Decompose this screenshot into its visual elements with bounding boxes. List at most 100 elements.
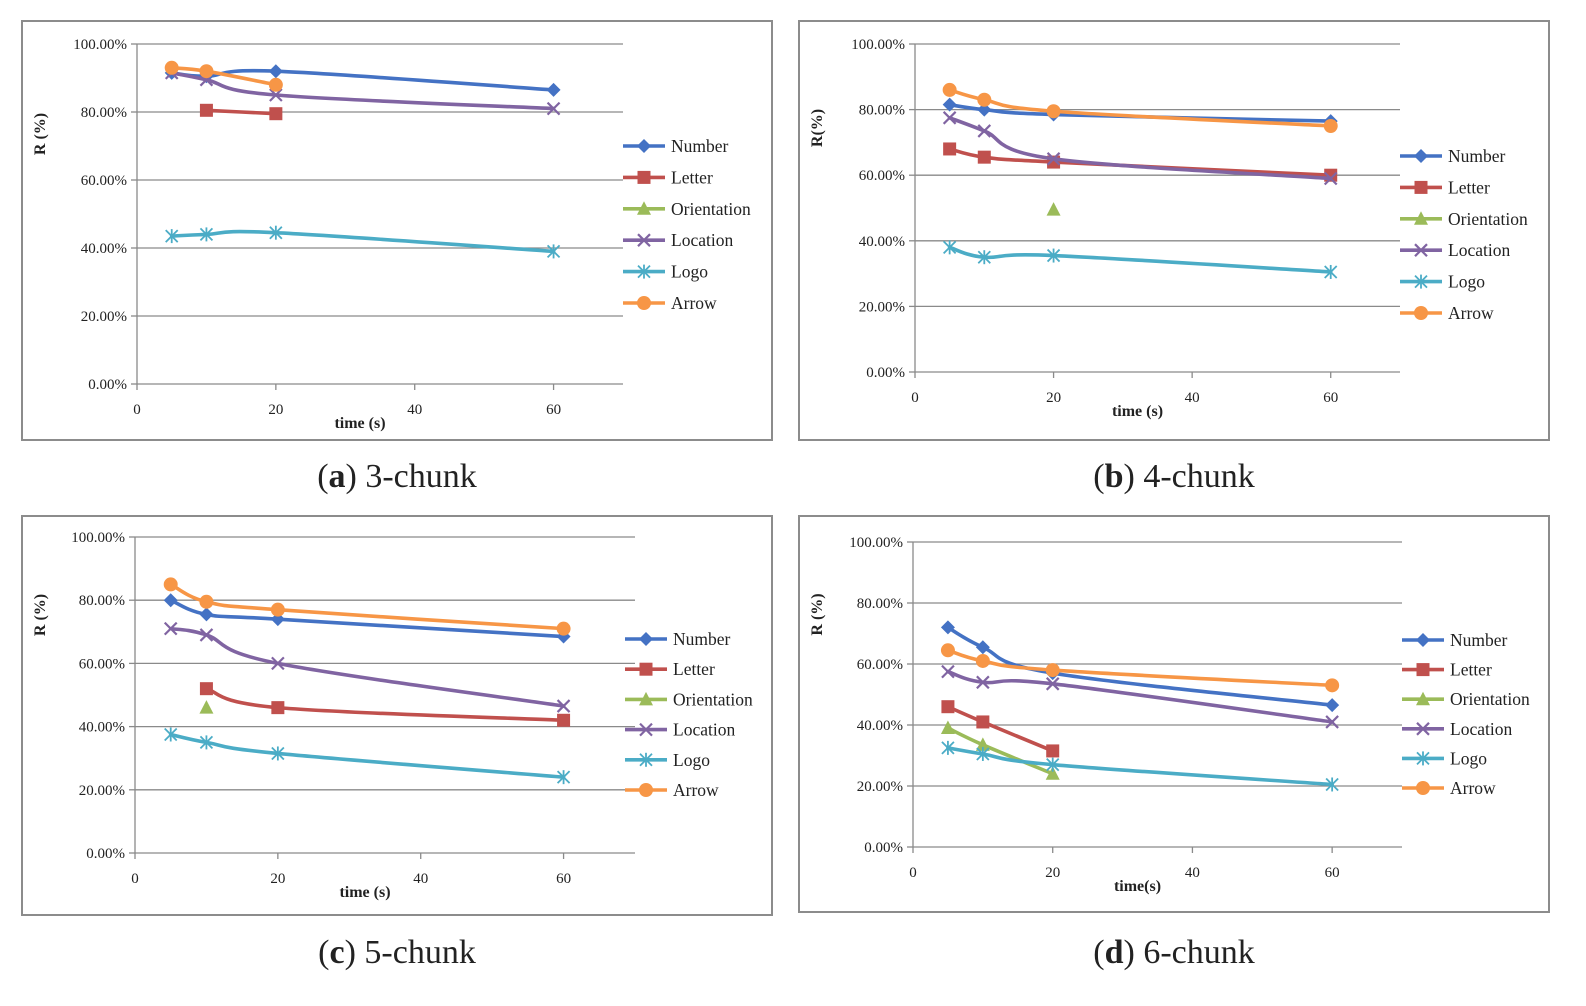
y-tick-label: 60.00% [859, 168, 905, 184]
legend-marker-orientation [1414, 211, 1428, 225]
y-tick-label: 100.00% [849, 535, 903, 551]
caption-label-b: b [1104, 458, 1124, 495]
series-line-arrow [946, 648, 1334, 688]
data-point-number [1325, 698, 1340, 713]
data-point-letter [199, 682, 213, 696]
x-tick-label: 20 [268, 402, 283, 418]
caption-d: (d) 6-chunk [1093, 934, 1255, 971]
y-tick-label: 60.00% [79, 656, 125, 672]
series-line-number [946, 625, 1334, 707]
data-point-orientation [940, 720, 955, 735]
data-point-arrow [1325, 678, 1340, 693]
data-point-orientation [1045, 766, 1060, 780]
data-point-logo [1325, 777, 1339, 792]
data-point-location [1325, 715, 1339, 729]
legend-label-arrow: Arrow [673, 780, 719, 800]
chart-svg-d: 0.00% 20.00% 40.00% 60.00% 80.00% 100.00% 0 20 4… [809, 535, 1530, 895]
series-line-location [169, 71, 556, 111]
data-point-letter [977, 150, 991, 164]
data-point-logo [1046, 757, 1060, 772]
data-point-logo [165, 229, 179, 244]
x-tick-label: 0 [133, 402, 141, 418]
data-point-location [1323, 171, 1338, 186]
legend-label-number: Number [1448, 146, 1506, 166]
x-tick-label: 20 [1046, 390, 1061, 406]
legend-marker-location [1414, 243, 1428, 257]
y-axis-title: R (%) [809, 593, 826, 635]
legend-marker-arrow [639, 783, 653, 797]
legend-marker-location [1416, 722, 1430, 736]
series-line-logo [946, 746, 1334, 787]
legend-label-orientation: Orientation [1448, 209, 1528, 229]
x-axis-title: time (s) [334, 415, 385, 432]
legend-marker-number [1414, 149, 1428, 163]
y-tick-label: 80.00% [81, 105, 127, 121]
y-axis-title: R (%) [32, 594, 49, 636]
caption-text-a: 3-chunk [365, 458, 477, 495]
chart-frame-c: 0.00% 20.00% 40.00% 60.00% 80.00% 100.00% 0 20 4… [21, 515, 773, 916]
x-tick-label: 20 [270, 871, 285, 887]
legend-label-letter: Letter [671, 167, 713, 187]
y-axis-title: R (%) [32, 113, 49, 155]
data-point-logo [546, 244, 561, 259]
caption-a: (a) 3-chunk [317, 458, 477, 495]
series-line-location [168, 626, 566, 708]
y-tick-label: 40.00% [859, 234, 905, 250]
data-point-logo [977, 250, 991, 265]
y-tick-label: 100.00% [851, 37, 905, 53]
legend-marker-logo [1414, 274, 1428, 289]
caption-text-d: 6-chunk [1143, 934, 1255, 971]
series-line-arrow [168, 582, 566, 631]
legend-label-logo: Logo [671, 262, 708, 282]
series-line-location [947, 116, 1333, 181]
x-tick-label: 40 [413, 871, 428, 887]
legend-marker-orientation [1416, 691, 1430, 706]
data-point-arrow [164, 60, 179, 75]
caption-c: (c) 5-chunk [318, 934, 476, 971]
data-point-logo [164, 727, 178, 742]
y-tick-label: 20.00% [81, 309, 127, 325]
legend-marker-orientation [637, 201, 651, 215]
data-point-number [163, 593, 178, 608]
caption-label-d: d [1104, 934, 1124, 971]
y-tick-label: 80.00% [859, 103, 905, 119]
data-point-orientation [199, 700, 214, 714]
data-point-location [1046, 152, 1061, 166]
y-tick-label: 80.00% [79, 593, 125, 609]
chart-frame-a: 0.00% 20.00% 40.00% 60.00% 80.00% 100.00% 0 20 4… [21, 20, 773, 441]
legend-label-logo: Logo [1448, 272, 1485, 292]
y-tick-label: 40.00% [81, 241, 127, 257]
series-line-letter [204, 686, 566, 723]
legend-label-location: Location [671, 230, 733, 250]
y-tick-label: 20.00% [857, 779, 903, 795]
x-tick-label: 20 [1045, 865, 1060, 881]
legend-label-arrow: Arrow [1450, 778, 1496, 798]
legend-label-arrow: Arrow [1448, 303, 1494, 323]
data-point-number [199, 607, 214, 622]
data-point-orientation [1046, 202, 1061, 216]
data-point-logo [556, 770, 571, 785]
series-line-arrow [947, 88, 1333, 128]
data-point-arrow [942, 82, 957, 97]
chart-frame-d: 0.00% 20.00% 40.00% 60.00% 80.00% 100.00% 0 20 4… [798, 515, 1550, 913]
legend-label-number: Number [671, 136, 729, 156]
legend-label-letter: Letter [1450, 660, 1492, 680]
y-tick-label: 0.00% [88, 377, 127, 393]
data-point-logo [943, 240, 957, 255]
data-point-logo [199, 735, 214, 750]
series-line-logo [168, 732, 566, 779]
legend-label-logo: Logo [1450, 748, 1487, 768]
data-point-arrow [268, 77, 283, 92]
legend-marker-arrow [1414, 306, 1428, 320]
data-point-number [268, 64, 283, 79]
data-point-orientation [975, 737, 990, 751]
data-point-logo [976, 746, 990, 761]
legend-marker-arrow [637, 296, 651, 310]
y-tick-label: 40.00% [857, 718, 903, 734]
data-point-letter [199, 103, 213, 117]
legend-marker-arrow [1416, 781, 1430, 795]
data-point-letter [941, 700, 955, 714]
x-tick-label: 40 [1185, 390, 1200, 406]
chart-svg-b: 0.00% 20.00% 40.00% 60.00% 80.00% 100.00% 0 20 4… [809, 37, 1528, 420]
data-point-arrow [556, 621, 571, 636]
